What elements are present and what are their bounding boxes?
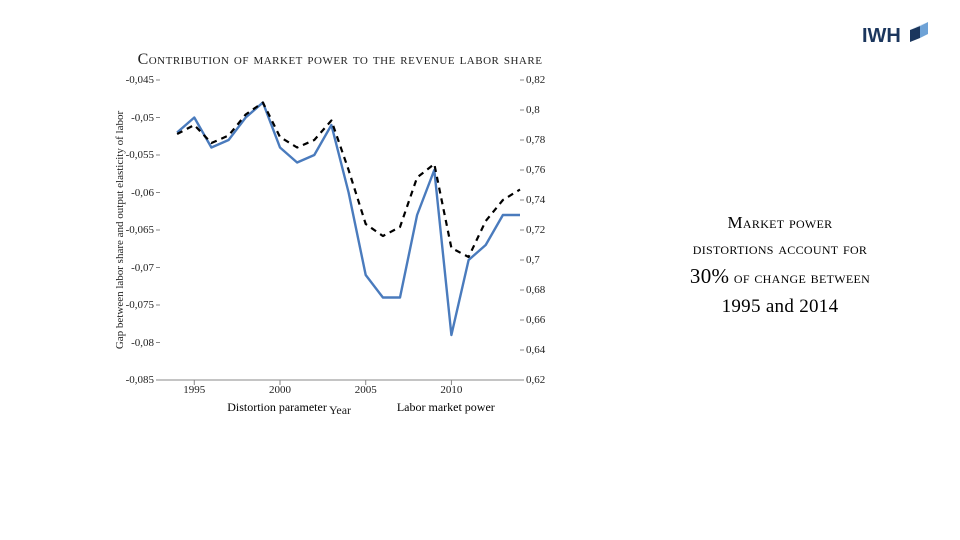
y-left-tick-label: -0,045 (126, 74, 160, 86)
y-left-tick-label: -0,06 (131, 187, 160, 199)
y-left-tick-label: -0,075 (126, 299, 160, 311)
y-left-tick-label: -0,065 (126, 224, 160, 236)
y-left-tick-label: -0,085 (126, 374, 160, 386)
y-left-axis-label: Gap between labor share and output elast… (114, 110, 126, 350)
y-left-tick-label: -0,08 (131, 337, 160, 349)
y-left-tick-label: -0,07 (131, 262, 160, 274)
y-right-tick-label: 0,68 (520, 284, 545, 296)
legend: Distortion parameter Labor market power (160, 400, 520, 415)
callout-line2: distortions account for (693, 239, 867, 258)
legend-label: Labor market power (397, 400, 495, 415)
legend-item-distortion: Distortion parameter (185, 400, 327, 415)
y-left-tick-label: -0,055 (126, 149, 160, 161)
x-tick-label: 2010 (440, 380, 462, 396)
chart-area: Gap between labor share and output elast… (90, 80, 590, 420)
series-labor-power (177, 103, 520, 258)
x-tick-label: 1995 (183, 380, 205, 396)
series-distortion (177, 103, 520, 336)
y-right-tick-label: 0,72 (520, 224, 545, 236)
callout-text: Market power distortions account for 30%… (640, 210, 920, 321)
plot-svg (160, 80, 520, 380)
x-tick-label: 2005 (355, 380, 377, 396)
callout-line3: of change between (729, 268, 870, 287)
y-right-tick-label: 0,8 (520, 104, 540, 116)
plot: Gap between labor share and output elast… (160, 80, 520, 380)
chart-title: Contribution of market power to the reve… (90, 50, 590, 70)
y-right-tick-label: 0,62 (520, 374, 545, 386)
logo-text: IWH (862, 25, 901, 47)
y-left-tick-label: -0,05 (131, 112, 160, 124)
chart-container: Contribution of market power to the reve… (90, 50, 590, 420)
y-right-tick-label: 0,78 (520, 134, 545, 146)
callout-years: 1995 and 2014 (722, 296, 839, 317)
y-right-tick-label: 0,64 (520, 344, 545, 356)
legend-label: Distortion parameter (227, 400, 327, 415)
x-tick-label: 2000 (269, 380, 291, 396)
callout-percent: 30% (690, 264, 729, 288)
callout-line1: Market power (728, 213, 833, 232)
y-right-tick-label: 0,66 (520, 314, 545, 326)
y-right-tick-label: 0,76 (520, 164, 545, 176)
y-right-tick-label: 0,7 (520, 254, 540, 266)
iwh-logo: IWH (862, 18, 932, 59)
legend-item-labor-power: Labor market power (355, 400, 495, 415)
y-right-tick-label: 0,74 (520, 194, 545, 206)
y-right-tick-label: 0,82 (520, 74, 545, 86)
slide: IWH Contribution of market power to the … (0, 0, 960, 540)
